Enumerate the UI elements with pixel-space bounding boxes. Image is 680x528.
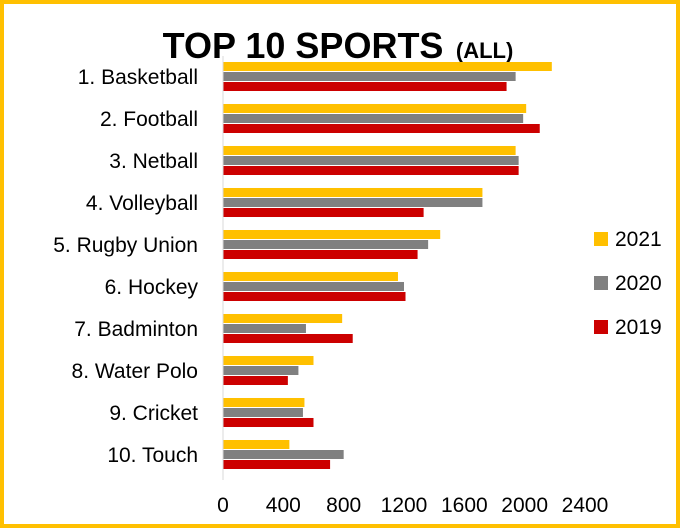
bar-2021-9 [223,398,305,407]
bar-2020-10 [223,450,344,459]
bar-2019-4 [223,208,424,217]
category-label: 4. Volleyball [86,192,198,215]
bar-2020-1 [223,72,516,81]
category-labels: 1. Basketball 2. Football 3. Netball 4. Vol… [53,66,198,467]
bar-2019-9 [223,418,314,427]
category-label: 10. Touch [107,444,198,467]
chart-title-main: TOP 10 SPORTS [163,25,444,66]
bar-2020-3 [223,156,519,165]
bar-2019-6 [223,292,406,301]
x-tick-label: 2400 [562,494,609,517]
bar-2020-7 [223,324,306,333]
legend-label-2021: 2021 [615,228,662,251]
bar-2019-5 [223,250,418,259]
category-label: 7. Badminton [74,318,198,341]
chart-subtitle: (ALL) [456,38,513,63]
legend: 2021 2020 2019 [594,228,662,339]
x-tick-label: 1200 [381,494,428,517]
category-label: 9. Cricket [109,402,198,425]
bar-2021-10 [223,440,290,449]
bar-2020-9 [223,408,303,417]
bar-2019-3 [223,166,519,175]
legend-swatch-2021 [594,232,608,246]
bar-2021-5 [223,230,441,239]
bar-2019-1 [223,82,507,91]
x-tick-label: 400 [266,494,301,517]
x-tick-label: 0 [217,494,229,517]
bar-2021-2 [223,104,527,113]
x-axis-ticks: 0 400 800 1200 1600 2000 2400 [217,494,608,517]
legend-label-2019: 2019 [615,316,662,339]
category-label: 2. Football [100,108,198,131]
bar-2020-4 [223,198,483,207]
category-label: 5. Rugby Union [53,234,198,257]
bar-2021-6 [223,272,398,281]
bar-2019-2 [223,124,540,133]
legend-label-2020: 2020 [615,272,662,295]
legend-swatch-2020 [594,276,608,290]
bar-2020-6 [223,282,404,291]
bar-2020-8 [223,366,299,375]
bar-2021-8 [223,356,314,365]
legend-swatch-2019 [594,320,608,334]
category-label: 1. Basketball [78,66,198,89]
x-tick-label: 2000 [501,494,548,517]
bar-2020-2 [223,114,524,123]
chart-title: TOP 10 SPORTS (ALL) [163,25,514,66]
x-tick-label: 800 [326,494,361,517]
bar-2019-8 [223,376,288,385]
bar-2020-5 [223,240,429,249]
bar-2021-1 [223,62,552,71]
plot-area [222,56,552,480]
bar-2021-3 [223,146,516,155]
category-label: 6. Hockey [105,276,199,299]
bar-2019-7 [223,334,353,343]
x-tick-label: 1600 [441,494,488,517]
bar-2021-7 [223,314,343,323]
category-label: 8. Water Polo [72,360,198,383]
bar-2019-10 [223,460,331,469]
bar-2021-4 [223,188,483,197]
category-label: 3. Netball [109,150,198,173]
